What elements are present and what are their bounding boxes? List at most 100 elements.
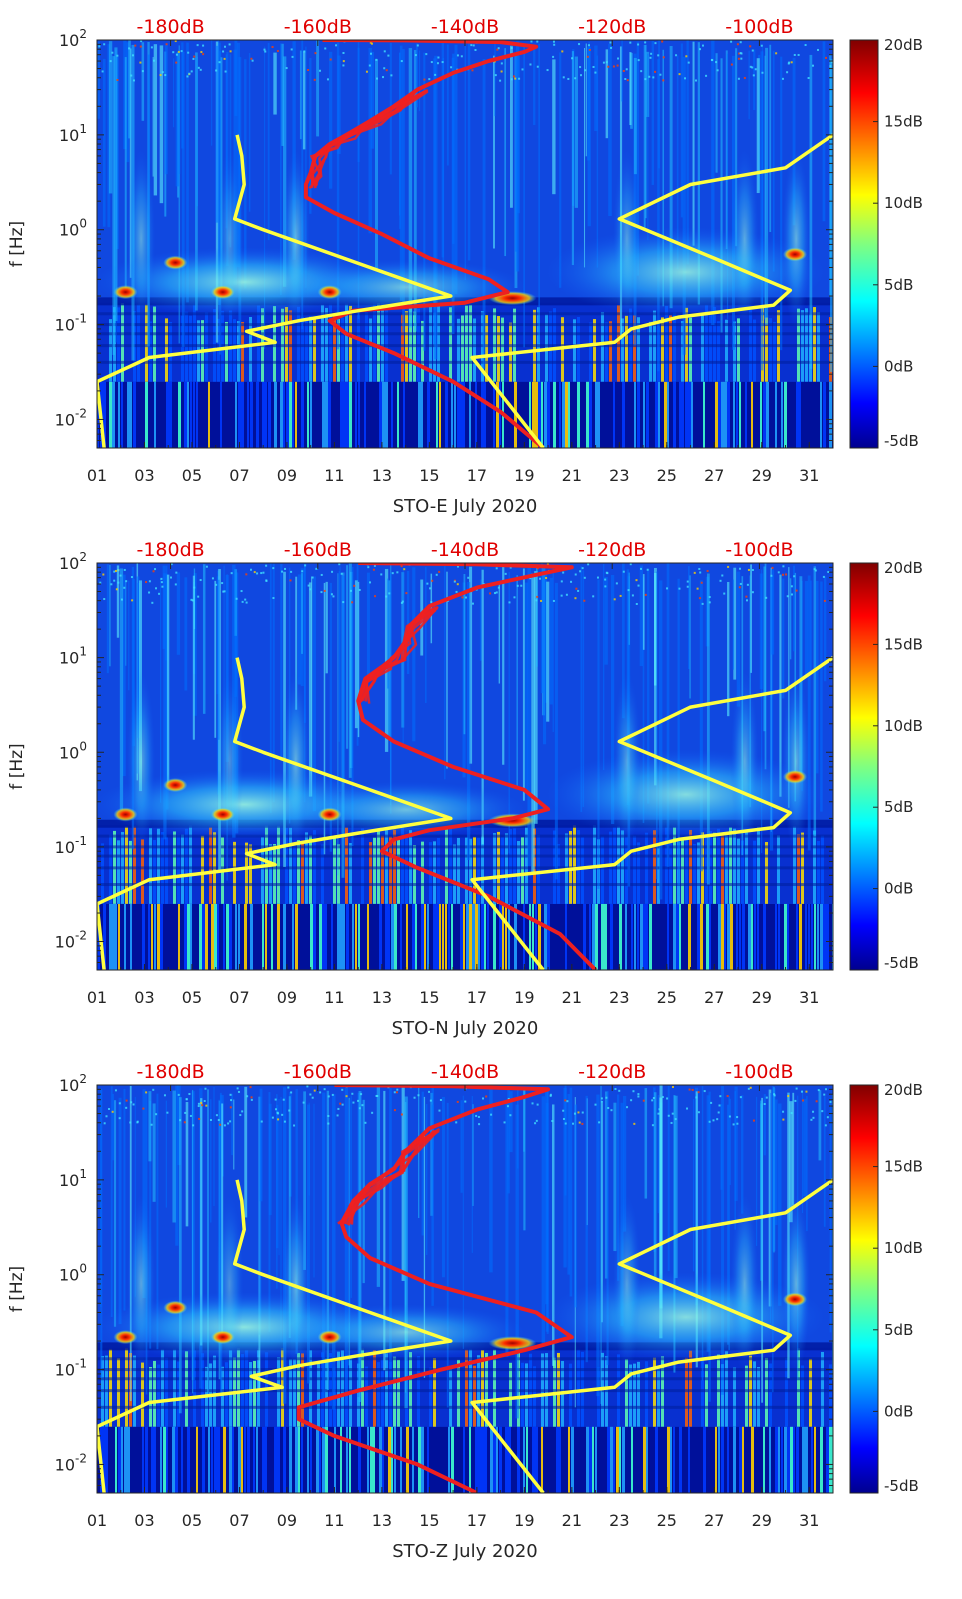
x-tick-label: 21 — [562, 466, 582, 485]
vertical-streak — [666, 563, 670, 867]
speckle — [494, 592, 497, 595]
speckle — [587, 44, 590, 47]
colorbar-tick-label: 20dB — [884, 1081, 923, 1099]
x-tick-label: 13 — [372, 1511, 392, 1530]
vertical-streak — [295, 576, 298, 710]
low-band-stripe — [319, 903, 322, 970]
vertical-streak — [643, 44, 646, 228]
speckle — [319, 1091, 322, 1094]
speckle — [113, 570, 116, 573]
vertical-streak — [721, 1086, 725, 1395]
mid-band-stripe — [193, 1350, 196, 1427]
y-tick-label: 10-2 — [55, 929, 87, 952]
vertical-streak — [141, 42, 145, 121]
top-axis-db-label: -160dB — [284, 16, 352, 38]
x-tick-label: 19 — [514, 1511, 534, 1530]
x-tick-label: 23 — [609, 1511, 629, 1530]
speckle — [503, 1121, 506, 1124]
mid-band-stripe — [165, 1357, 168, 1427]
mid-band-stripe — [121, 303, 124, 382]
low-band-stripe — [757, 903, 759, 970]
speckle — [460, 55, 463, 58]
x-tick-label: 19 — [514, 988, 534, 1007]
colorbar-tick-label: 5dB — [884, 276, 913, 294]
speckle — [684, 77, 687, 80]
mid-band-stripe — [309, 1350, 312, 1427]
speckle — [240, 590, 243, 593]
speckle — [782, 573, 785, 576]
low-band-stripe — [106, 1426, 108, 1493]
speckle — [250, 1098, 253, 1101]
speckle — [697, 1111, 700, 1114]
low-band-stripe — [646, 381, 649, 448]
vertical-streak — [763, 566, 766, 732]
low-band-stripe — [487, 903, 489, 970]
speckle — [400, 1113, 403, 1116]
speckle — [414, 54, 417, 57]
mid-band-stripe — [521, 1362, 524, 1427]
low-band-stripe — [334, 1426, 336, 1493]
hot-spot — [163, 255, 188, 270]
x-tick-label: 09 — [277, 466, 297, 485]
vertical-streak — [97, 41, 100, 119]
vertical-streak — [789, 578, 792, 660]
speckle — [253, 571, 256, 574]
low-band-stripe — [103, 381, 106, 448]
speckle — [592, 595, 595, 598]
x-tick-label: 17 — [467, 988, 487, 1007]
vertical-streak — [567, 1094, 571, 1275]
vertical-streak — [231, 1093, 234, 1156]
vertical-streak — [273, 52, 277, 115]
speckle — [765, 1096, 768, 1099]
low-band-stripe — [559, 381, 561, 448]
speckle — [521, 68, 524, 71]
low-band-stripe — [814, 903, 816, 970]
low-band-stripe — [796, 381, 799, 448]
y-axis-label: f [Hz] — [7, 1266, 27, 1312]
mid-band-stripe — [305, 317, 308, 382]
colorbar-tick-label: 15dB — [884, 635, 923, 653]
low-band-stripe — [283, 381, 285, 448]
mid-band-stripe — [769, 1363, 772, 1427]
speckle — [393, 1109, 396, 1112]
vertical-streak — [258, 1097, 262, 1335]
low-band-stripe — [382, 381, 385, 448]
mid-band-stripe — [765, 317, 768, 382]
speckle — [197, 1102, 200, 1105]
speckle — [241, 600, 244, 603]
low-band-stripe — [178, 903, 180, 970]
low-band-stripe — [217, 903, 219, 970]
vertical-streak — [515, 41, 520, 272]
low-band-stripe — [235, 903, 237, 970]
mid-band-stripe — [153, 840, 156, 904]
mid-band-stripe — [397, 1359, 400, 1427]
speckle — [635, 602, 638, 605]
low-band-stripe — [271, 903, 273, 970]
mid-band-stripe — [649, 321, 652, 382]
speckle — [241, 1110, 244, 1113]
low-band-stripe — [787, 1426, 790, 1493]
speckle — [497, 586, 500, 589]
speckle — [507, 1097, 510, 1100]
mid-band-stripe — [321, 844, 324, 904]
vertical-streak — [137, 582, 141, 738]
low-band-stripe — [289, 381, 292, 448]
x-tick-label: 25 — [657, 466, 677, 485]
vertical-streak — [299, 50, 302, 140]
plume-glow — [215, 671, 244, 852]
speckle — [793, 575, 796, 578]
mid-band-stripe — [297, 840, 300, 904]
x-tick-label: 05 — [182, 466, 202, 485]
low-band-stripe — [397, 381, 399, 448]
vertical-streak — [181, 51, 185, 347]
mid-band-stripe — [593, 319, 596, 382]
low-band-stripe — [241, 381, 244, 448]
speckle — [303, 50, 306, 53]
speckle — [455, 590, 458, 593]
speckle — [227, 1122, 230, 1125]
plume-glow — [215, 1193, 244, 1374]
vertical-streak — [119, 568, 124, 810]
low-band-stripe — [127, 381, 130, 448]
low-band-stripe — [688, 381, 691, 448]
low-band-stripe — [799, 381, 801, 448]
